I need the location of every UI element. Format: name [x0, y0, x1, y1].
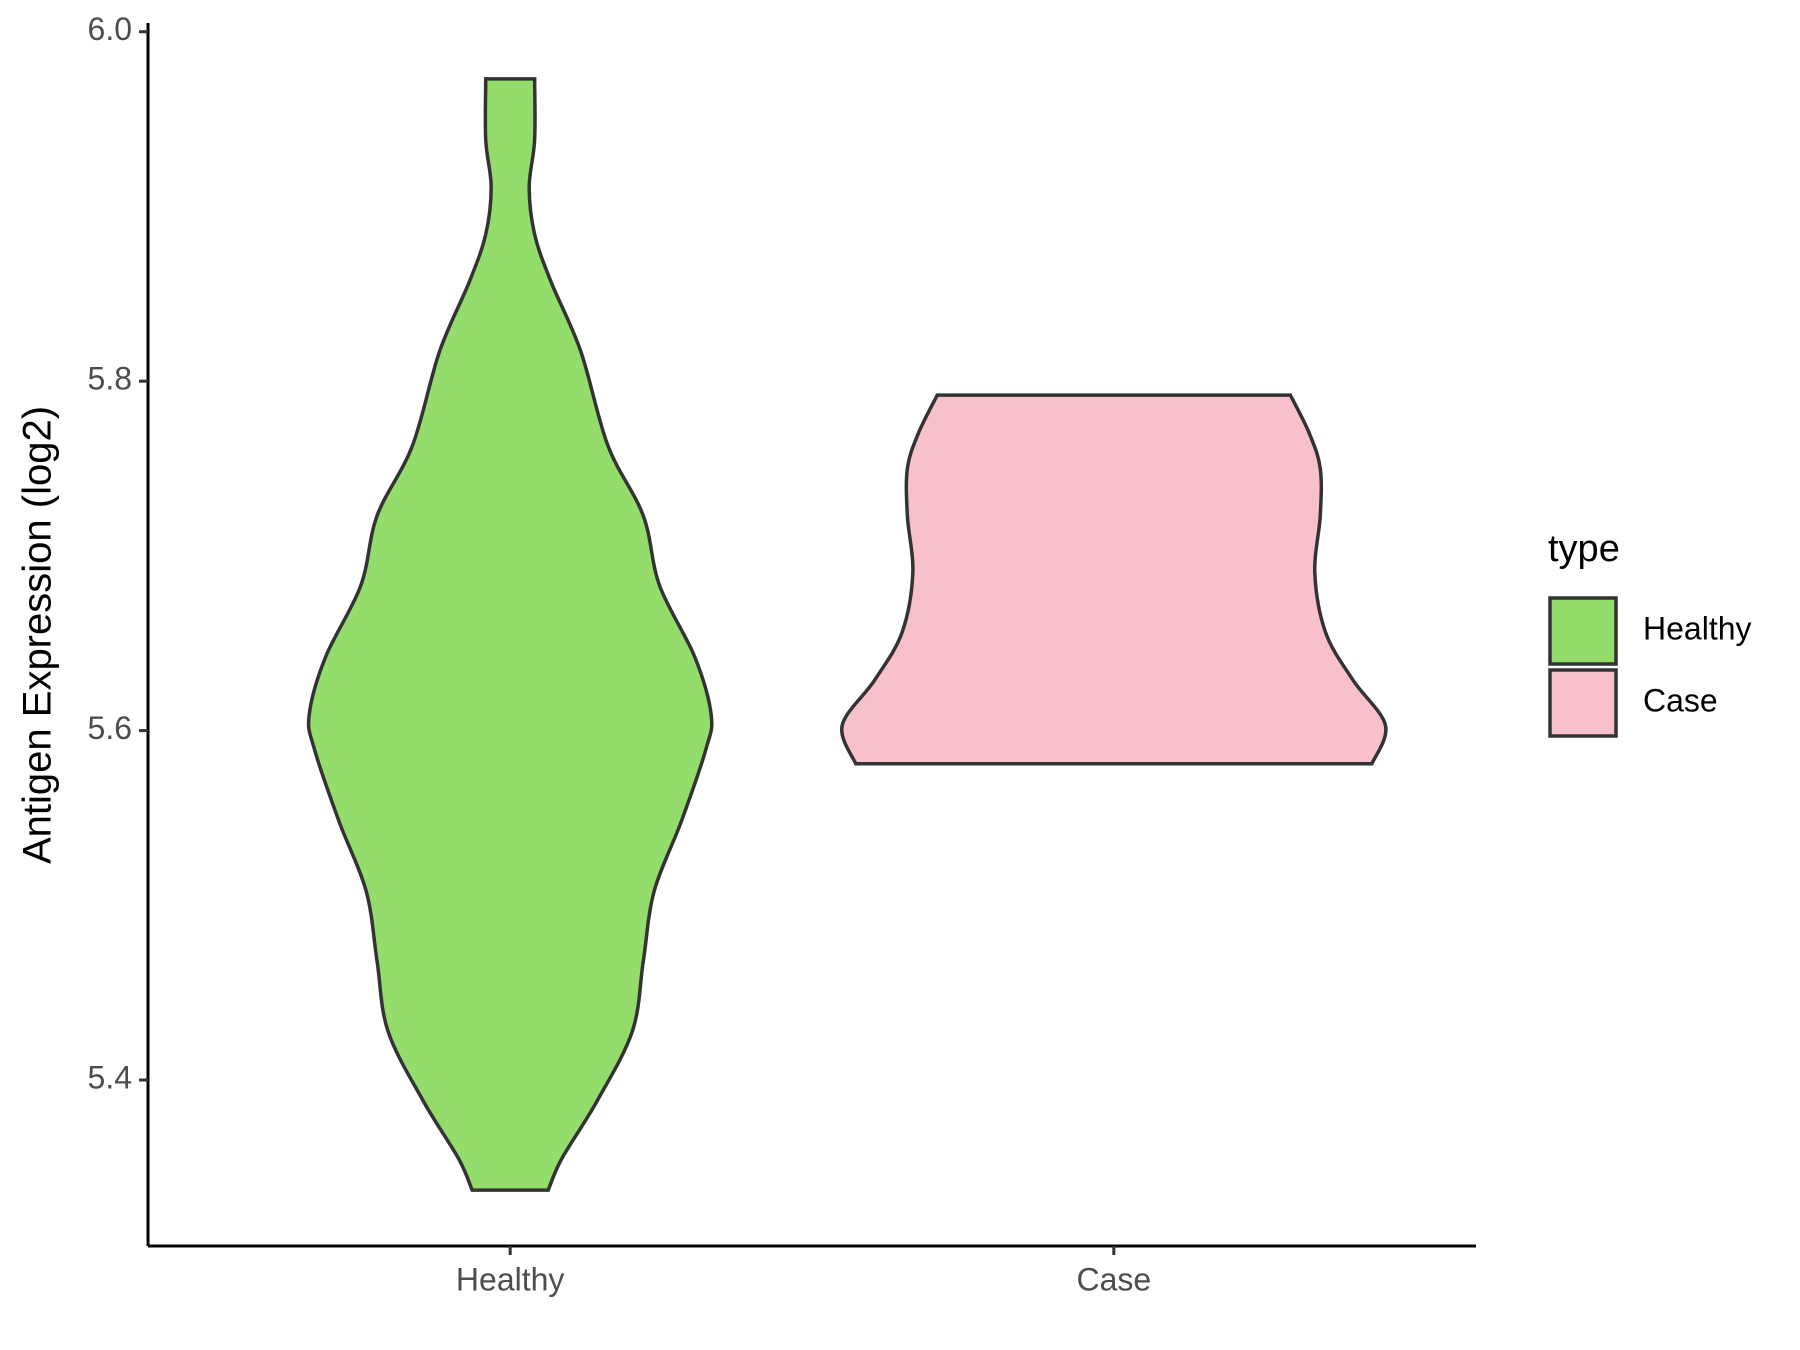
legend-label: Healthy [1643, 610, 1752, 646]
legend-key [1548, 668, 1618, 738]
y-axis-title: Antigen Expression (log2) [16, 406, 60, 864]
y-tick-label: 5.8 [88, 361, 132, 397]
violin [306, 77, 714, 1192]
y-tick-label: 6.0 [88, 11, 132, 47]
violin [840, 393, 1388, 766]
y-tick-label: 5.6 [88, 710, 132, 746]
legend-label: Case [1643, 682, 1718, 718]
y-tick-label: 5.4 [88, 1059, 132, 1095]
x-tick-label: Healthy [456, 1261, 565, 1297]
x-tick-label: Case [1076, 1261, 1151, 1297]
legend-title: type [1548, 528, 1620, 570]
legend-key [1548, 596, 1618, 666]
